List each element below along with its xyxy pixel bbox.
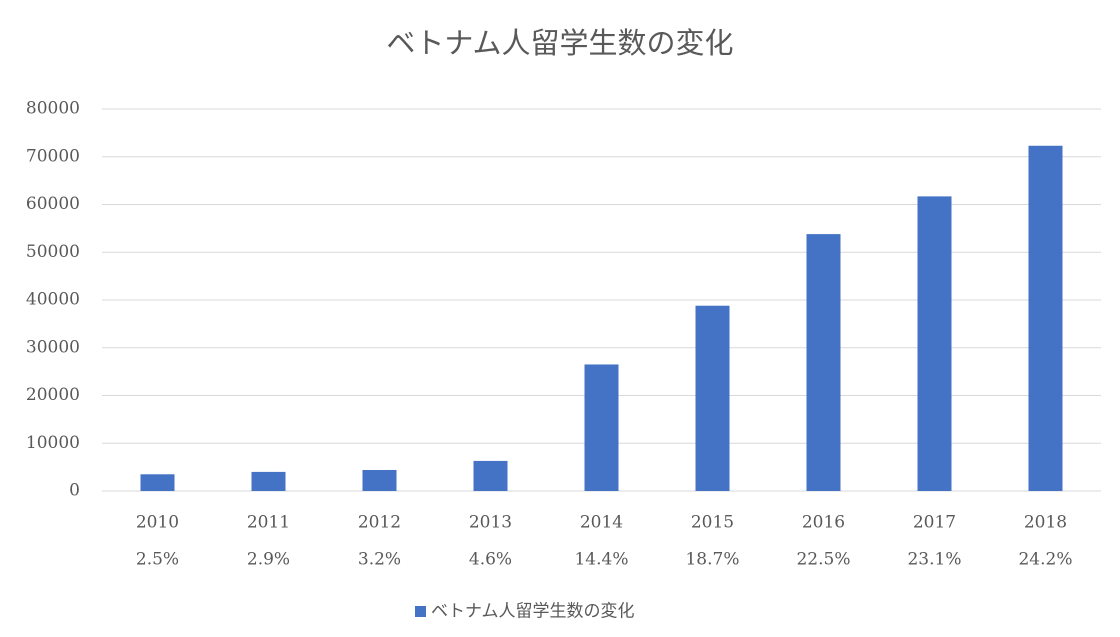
y-tick-label: 30000 (26, 337, 80, 357)
y-tick-label: 0 (69, 481, 80, 501)
bar (695, 305, 730, 491)
y-tick-label: 40000 (26, 290, 80, 310)
x-tick-label: 2012 (358, 513, 401, 533)
x-tick-label: 2016 (802, 513, 845, 533)
x-tick-sublabel: 4.6% (469, 550, 512, 570)
bar (917, 196, 952, 491)
x-tick-sublabel: 22.5% (796, 550, 850, 570)
x-tick-sublabel: 18.7% (685, 550, 739, 570)
legend-label: ベトナム人留学生数の変化 (431, 602, 635, 622)
x-tick-sublabel: 2.9% (247, 550, 290, 570)
x-tick-sublabel: 2.5% (136, 550, 179, 570)
x-tick-sublabel: 24.2% (1018, 550, 1072, 570)
x-tick-label: 2013 (469, 513, 512, 533)
legend-swatch (415, 606, 426, 617)
bar (806, 234, 841, 492)
y-tick-label: 70000 (26, 146, 80, 166)
x-tick-sublabel: 23.1% (907, 550, 961, 570)
chart-title: ベトナム人留学生数の変化 (386, 26, 733, 60)
y-tick-label: 10000 (26, 433, 80, 453)
x-tick-sublabel: 14.4% (574, 550, 628, 570)
x-tick-label: 2018 (1024, 513, 1067, 533)
y-tick-label: 60000 (26, 194, 80, 214)
x-tick-sublabel: 3.2% (358, 550, 401, 570)
bar (251, 471, 286, 491)
bar (1028, 145, 1063, 491)
bar (584, 364, 619, 491)
x-tick-label: 2017 (913, 513, 956, 533)
y-tick-label: 20000 (26, 385, 80, 405)
bar (362, 469, 397, 491)
y-tick-label: 80000 (26, 99, 80, 119)
x-tick-label: 2010 (136, 513, 179, 533)
y-tick-label: 50000 (26, 242, 80, 262)
x-tick-label: 2014 (580, 513, 623, 533)
bar (473, 460, 508, 491)
bar (140, 474, 175, 491)
x-tick-label: 2011 (247, 513, 290, 533)
x-tick-label: 2015 (691, 513, 734, 533)
